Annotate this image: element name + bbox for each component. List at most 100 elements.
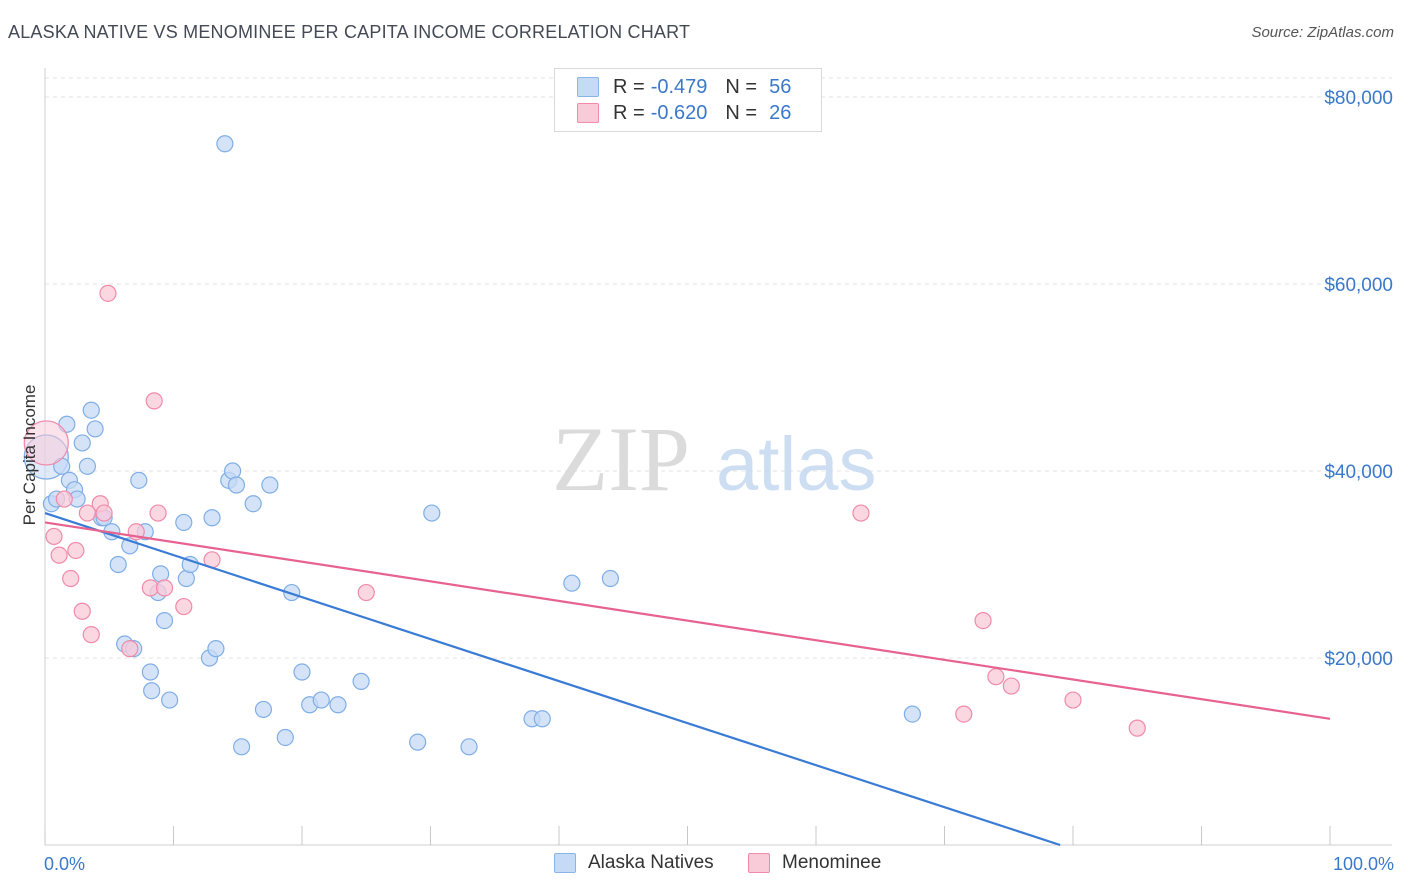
- alaska-point: [244, 495, 262, 513]
- menominee-point: [1002, 677, 1020, 695]
- series-swatch-alaska: [554, 853, 576, 873]
- legend-n-value: 56: [769, 75, 792, 98]
- alaska-point: [155, 611, 174, 630]
- alaska-point: [227, 476, 246, 494]
- menominee-point: [95, 504, 113, 522]
- series-legend: Alaska Natives Menominee: [0, 852, 1406, 878]
- grid-lines: [45, 77, 1392, 659]
- alaska-point: [276, 728, 294, 747]
- alaska-point: [177, 569, 195, 588]
- y-tick-label: $60,000: [1324, 275, 1393, 296]
- menominee-point: [852, 504, 870, 522]
- x-tick-label-max: 100.0%: [1333, 854, 1394, 874]
- alaska-point: [141, 663, 159, 681]
- series-swatch-menominee: [748, 853, 770, 873]
- alaska-point: [152, 565, 170, 583]
- series-legend-item-menominee[interactable]: Menominee: [748, 852, 881, 874]
- alaska-trend-line: [44, 512, 1061, 847]
- alaska-point: [460, 738, 478, 756]
- alaska-point: [352, 672, 370, 690]
- alaska-point: [175, 513, 193, 532]
- alaska-point: [601, 569, 620, 588]
- alaska-point: [181, 555, 199, 574]
- legend-row-menominee: R = -0.620 N = 26: [577, 101, 791, 125]
- legend-r-label: R =: [613, 101, 645, 124]
- alaska-point: [73, 434, 91, 452]
- alaska-point: [130, 471, 148, 489]
- menominee-point: [23, 420, 69, 466]
- series-legend-item-alaska[interactable]: Alaska Natives: [554, 852, 714, 874]
- y-axis-label: Per Capita Income: [20, 385, 39, 526]
- watermark-atlas: atlas: [716, 422, 877, 507]
- menominee-point: [149, 504, 167, 522]
- legend-r-label: R =: [613, 75, 645, 98]
- y-tick-label: $40,000: [1324, 462, 1393, 483]
- menominee-point: [974, 611, 992, 630]
- correlation-legend: R = -0.479 N = 56 R = -0.620 N = 26: [554, 68, 822, 132]
- alaska-point: [109, 555, 127, 574]
- menominee-point: [78, 504, 97, 522]
- menominee-point: [67, 541, 85, 560]
- series-label-menominee: Menominee: [782, 852, 882, 873]
- alaska-point: [903, 705, 921, 723]
- alaska-point: [409, 733, 427, 751]
- legend-n-label: N =: [725, 75, 758, 98]
- y-tick-labels: $20,000 $40,000 $60,000 $80,000: [1324, 88, 1393, 670]
- menominee-point: [175, 597, 193, 616]
- menominee-trend-line: [44, 521, 1331, 720]
- x-tick-labels: 0.0% 100.0%: [44, 854, 1394, 874]
- legend-r-value: -0.620: [650, 101, 708, 124]
- alaska-point: [423, 504, 441, 522]
- chart-title: ALASKA NATIVE VS MENOMINEE PER CAPITA IN…: [8, 22, 691, 42]
- legend-swatch-menominee: [577, 103, 599, 123]
- alaska-point: [233, 738, 251, 756]
- alaska-point: [283, 583, 301, 602]
- alaska-point: [86, 420, 104, 438]
- alaska-point: [203, 509, 221, 527]
- menominee-point: [45, 527, 63, 546]
- menominee-point: [145, 392, 163, 410]
- alaska-point: [254, 700, 273, 719]
- alaska-point: [207, 640, 225, 658]
- legend-r-value: -0.479: [650, 75, 708, 98]
- menominee-point: [357, 583, 375, 602]
- alaska-point: [533, 710, 551, 728]
- alaska-point: [261, 476, 279, 494]
- legend-row-alaska: R = -0.479 N = 56: [577, 75, 791, 99]
- menominee-point: [1064, 691, 1082, 709]
- x-tick-label-min: 0.0%: [44, 854, 85, 874]
- alaska-point: [143, 682, 161, 700]
- legend-n-label: N =: [725, 101, 758, 124]
- menominee-point: [987, 668, 1005, 686]
- y-tick-label: $20,000: [1324, 649, 1393, 670]
- menominee-point: [50, 546, 68, 564]
- alaska-point: [82, 401, 100, 419]
- menominee-point: [955, 705, 973, 723]
- alaska-point: [78, 457, 97, 475]
- watermark: ZIP atlas: [552, 408, 877, 510]
- series-label-alaska: Alaska Natives: [588, 852, 714, 873]
- alaska-point: [224, 462, 242, 480]
- alaska-point: [293, 663, 311, 681]
- menominee-point: [55, 490, 73, 508]
- trend-lines: [44, 512, 1331, 847]
- y-tick-label: $80,000: [1324, 88, 1393, 109]
- data-points: [23, 135, 1146, 756]
- menominee-point: [155, 579, 174, 597]
- alaska-point: [161, 691, 179, 709]
- menominee-point: [62, 569, 80, 588]
- source-credit: Source: ZipAtlas.com: [1251, 24, 1394, 41]
- legend-n-value: 26: [769, 101, 792, 124]
- watermark-zip: ZIP: [552, 408, 690, 510]
- menominee-point: [82, 626, 100, 644]
- alaska-point: [312, 691, 330, 709]
- menominee-point: [99, 284, 117, 302]
- alaska-point: [329, 696, 347, 714]
- alaska-point: [563, 574, 581, 592]
- legend-swatch-alaska: [577, 77, 599, 97]
- menominee-point: [73, 602, 91, 620]
- menominee-point: [121, 640, 139, 658]
- alaska-point: [216, 135, 234, 153]
- menominee-point: [1128, 719, 1146, 737]
